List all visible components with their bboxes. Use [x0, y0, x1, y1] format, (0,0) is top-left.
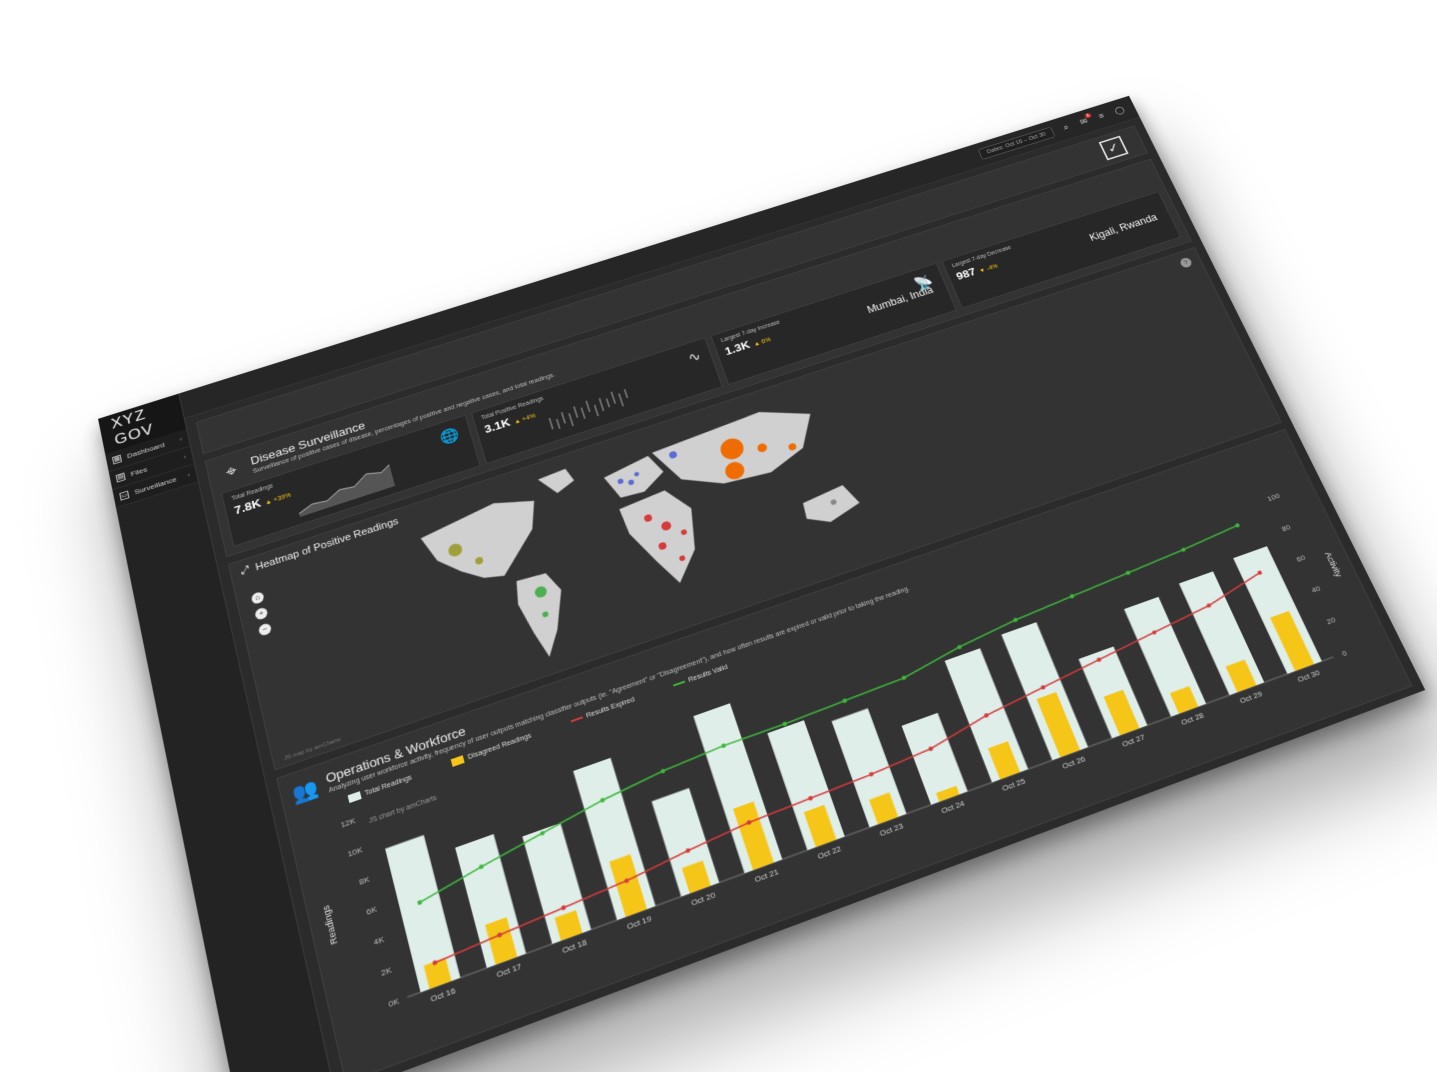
- kpi-value: 987: [954, 265, 978, 283]
- menu-icon[interactable]: ≡: [1097, 111, 1107, 121]
- bar-total-readings: [693, 703, 783, 874]
- y2-tick-label: 0: [1340, 648, 1348, 658]
- y-tick-label: 8K: [358, 874, 370, 887]
- notification-icon[interactable]: ✉ 1: [1078, 112, 1092, 127]
- content: ✓ ⌖ Disease Surveillance Surveillance of…: [185, 117, 1425, 1072]
- notification-badge: 1: [1083, 112, 1092, 119]
- bar-total-readings: [944, 648, 1029, 783]
- chevron-left-icon: ‹: [186, 470, 192, 480]
- y2-tick-label: 40: [1310, 584, 1322, 595]
- x-tick-label: Oct 30: [1296, 668, 1321, 685]
- north-america: [417, 490, 553, 599]
- kpi-row: Total Readings 7.8K ▲ +39% 🌐 Total Positi…: [213, 189, 1190, 556]
- chevron-left-icon: ‹: [182, 452, 188, 462]
- y2-tick-label: 80: [1280, 522, 1292, 533]
- kpi-delta: ▲ +4%: [513, 413, 537, 426]
- kpi-delta: ▲ +39%: [264, 492, 292, 507]
- users-icon: 👥: [290, 776, 321, 806]
- y2-tick-label: 20: [1325, 615, 1337, 626]
- kpi-delta: ▲ 6%: [752, 336, 772, 348]
- expand-icon[interactable]: ⤢: [239, 563, 251, 577]
- point-results-valid: [1125, 570, 1131, 576]
- point-results-valid: [841, 697, 848, 704]
- x-tick-label: Oct 28: [1180, 710, 1206, 727]
- zoom-in-icon[interactable]: +: [254, 606, 269, 621]
- sidebar-item-label: Files: [129, 465, 148, 478]
- operations-chart[interactable]: 0K 2K 4K 6K 8K 10K 12K 0 20 40 60 80 100 Readings Acti…: [287, 467, 1400, 1056]
- point-results-valid: [1069, 593, 1075, 599]
- y-tick-label: 4K: [373, 934, 386, 947]
- y-tick-label: 10K: [347, 845, 364, 860]
- disease-surveillance-panel: ⌖ Disease Surveillance Surveillance of p…: [204, 158, 1192, 558]
- bar-total-readings: [455, 834, 527, 968]
- dashboard-screen: XYZ GOV ▦ Dashboard ‹ ▤ Files ‹ ▭ Survei…: [98, 95, 1426, 1072]
- x-tick-label: Oct 21: [753, 866, 780, 884]
- australia: [799, 482, 863, 529]
- y2-tick-label: 100: [1266, 491, 1282, 503]
- y-tick-label: 6K: [365, 904, 377, 917]
- kpi-delta: ▼ -4%: [978, 263, 999, 275]
- world-map[interactable]: [385, 366, 929, 707]
- kpi-card-total-readings: Total Readings 7.8K ▲ +39% 🌐: [221, 414, 481, 547]
- x-tick-label: Oct 26: [1061, 754, 1087, 771]
- bar-total-readings: [573, 757, 656, 921]
- dashboard-icon: ▦: [111, 454, 123, 465]
- point-results-valid: [1181, 548, 1186, 552]
- y-tick-label: 0K: [387, 996, 400, 1010]
- x-tick-label: Oct 29: [1238, 689, 1264, 706]
- operations-panel: 👥 Operations & Workforce Analyzing user …: [276, 428, 1413, 1072]
- x-tick-label: Oct 22: [816, 843, 842, 861]
- y2-axis-label: Activity: [1323, 550, 1345, 578]
- help-icon[interactable]: ?: [1178, 256, 1194, 269]
- chevron-left-icon: ‹: [178, 435, 184, 444]
- bar-total-readings: [651, 787, 720, 897]
- greenland: [537, 467, 577, 498]
- bar-total-readings: [831, 708, 907, 828]
- y2-tick-label: 60: [1295, 553, 1307, 564]
- main-area: Dates: Oct 16 – Oct 30 ⌕ ✉ 1 ≡ ◯ ✓ ⌖ Dise…: [179, 95, 1425, 1072]
- africa: [618, 484, 713, 595]
- point-results-valid: [1012, 617, 1019, 623]
- y-axis-label: Readings: [320, 904, 340, 946]
- bar-total-readings: [1124, 596, 1207, 717]
- south-america: [511, 568, 579, 662]
- surveillance-icon: ▭: [119, 490, 130, 501]
- x-tick-label: Oct 24: [940, 798, 966, 816]
- map-icon: ⌖: [223, 460, 239, 482]
- bar-total-readings: [1001, 622, 1089, 761]
- home-icon[interactable]: ⌂: [250, 590, 265, 606]
- y-tick-label: 2K: [380, 965, 393, 979]
- point-results-valid: [1234, 522, 1241, 528]
- bar-total-readings: [385, 835, 461, 993]
- x-tick-label: Oct 27: [1120, 732, 1146, 749]
- point-results-valid: [781, 721, 788, 727]
- user-icon[interactable]: ◯: [1113, 105, 1127, 116]
- heatmap-panel: ⤢ Heatmap of Positive Readings ? ⌂ + −: [227, 247, 1282, 771]
- bar-total-readings: [767, 720, 845, 851]
- files-icon: ▤: [115, 472, 126, 483]
- bar-total-readings: [522, 822, 592, 944]
- x-tick-label: Oct 25: [1001, 776, 1027, 793]
- y-tick-label: 12K: [340, 816, 357, 830]
- zoom-out-icon[interactable]: −: [257, 622, 273, 637]
- chart-credit: JS chart by amCharts: [368, 794, 438, 825]
- search-icon[interactable]: ⌕: [1062, 123, 1071, 133]
- x-tick-label: Oct 23: [878, 821, 904, 839]
- checkbox-icon[interactable]: ✓: [1098, 135, 1129, 161]
- point-results-valid: [660, 768, 666, 774]
